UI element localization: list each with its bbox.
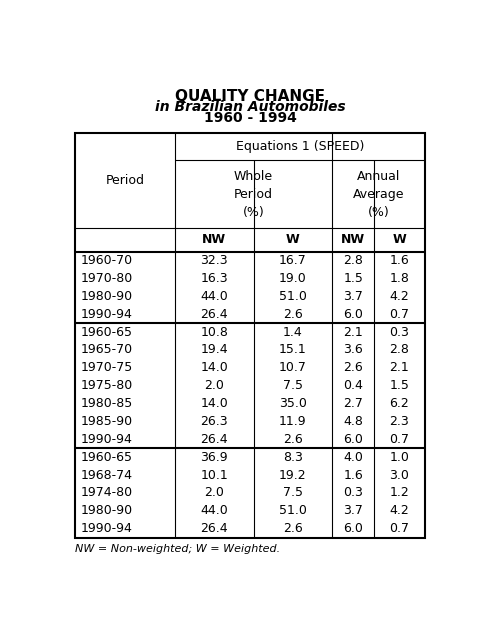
Text: 8.3: 8.3 [283,451,303,464]
Text: Period: Period [106,174,144,187]
Text: 1990-94: 1990-94 [81,522,133,536]
Text: 2.0: 2.0 [204,379,224,392]
Text: 2.8: 2.8 [343,254,363,267]
Text: 1968-74: 1968-74 [81,469,133,481]
Text: NW: NW [202,233,226,247]
Text: NW: NW [341,233,365,247]
Text: 36.9: 36.9 [201,451,228,464]
Text: Equations 1 (SPEED): Equations 1 (SPEED) [236,140,364,153]
Text: 1990-94: 1990-94 [81,433,133,446]
Text: 11.9: 11.9 [279,415,307,428]
Text: 1.2: 1.2 [389,487,409,499]
Text: 4.2: 4.2 [389,504,409,517]
Text: 19.2: 19.2 [279,469,307,481]
Text: 1985-90: 1985-90 [81,415,133,428]
Text: 3.7: 3.7 [343,504,363,517]
Text: 1.0: 1.0 [389,451,409,464]
Text: 2.7: 2.7 [343,397,363,410]
Text: 2.0: 2.0 [204,487,224,499]
Text: 6.0: 6.0 [343,308,363,321]
Text: 1975-80: 1975-80 [81,379,133,392]
Text: 51.0: 51.0 [279,290,307,303]
Text: 1990-94: 1990-94 [81,308,133,321]
Text: 4.0: 4.0 [343,451,363,464]
Text: 26.4: 26.4 [201,433,228,446]
Text: W: W [286,233,300,247]
Text: 3.7: 3.7 [343,290,363,303]
Text: 1974-80: 1974-80 [81,487,133,499]
Text: 26.4: 26.4 [201,308,228,321]
Text: 3.0: 3.0 [389,469,409,481]
Text: 10.8: 10.8 [201,326,228,338]
Text: 14.0: 14.0 [201,361,228,375]
Text: 2.3: 2.3 [389,415,409,428]
Text: W: W [393,233,407,247]
Text: 2.1: 2.1 [389,361,409,375]
Text: 1980-90: 1980-90 [81,504,133,517]
Text: QUALITY CHANGE: QUALITY CHANGE [175,88,325,104]
Text: 2.6: 2.6 [344,361,363,375]
Text: 1.8: 1.8 [389,272,409,285]
Text: 35.0: 35.0 [279,397,307,410]
Text: 7.5: 7.5 [283,379,303,392]
Text: 2.6: 2.6 [283,433,303,446]
Text: in Brazilian Automobiles: in Brazilian Automobiles [155,100,346,114]
Text: 1980-85: 1980-85 [81,397,133,410]
Text: 1970-80: 1970-80 [81,272,133,285]
Text: 4.2: 4.2 [389,290,409,303]
Text: 2.6: 2.6 [283,522,303,536]
Text: 1.4: 1.4 [283,326,303,338]
Text: 1960 - 1994: 1960 - 1994 [203,111,297,125]
Text: 15.1: 15.1 [279,343,307,357]
Text: 10.7: 10.7 [279,361,307,375]
Text: 6.0: 6.0 [343,522,363,536]
Text: 10.1: 10.1 [201,469,228,481]
Text: 1.6: 1.6 [389,254,409,267]
Text: 1965-70: 1965-70 [81,343,133,357]
Text: 0.7: 0.7 [389,433,409,446]
Text: 26.4: 26.4 [201,522,228,536]
Text: 2.8: 2.8 [389,343,409,357]
Text: Whole
Period
(%): Whole Period (%) [234,170,273,219]
Text: NW = Non-weighted; W = Weighted.: NW = Non-weighted; W = Weighted. [75,544,281,553]
Text: 1970-75: 1970-75 [81,361,133,375]
Text: 1.6: 1.6 [344,469,363,481]
Text: 0.7: 0.7 [389,308,409,321]
Text: 1960-65: 1960-65 [81,451,133,464]
Text: 51.0: 51.0 [279,504,307,517]
Text: 44.0: 44.0 [201,504,228,517]
Text: 26.3: 26.3 [201,415,228,428]
Text: 0.7: 0.7 [389,522,409,536]
Text: 7.5: 7.5 [283,487,303,499]
Text: 14.0: 14.0 [201,397,228,410]
Text: 6.0: 6.0 [343,433,363,446]
Text: 19.0: 19.0 [279,272,307,285]
Text: Annual
Average
(%): Annual Average (%) [353,170,404,219]
Text: 0.4: 0.4 [343,379,363,392]
Text: 0.3: 0.3 [389,326,409,338]
Text: 4.8: 4.8 [343,415,363,428]
Text: 1.5: 1.5 [343,272,363,285]
Text: 16.7: 16.7 [279,254,307,267]
Text: 3.6: 3.6 [344,343,363,357]
Text: 1960-65: 1960-65 [81,326,133,338]
Text: 19.4: 19.4 [201,343,228,357]
Bar [75,133,425,537]
Text: 1980-90: 1980-90 [81,290,133,303]
Text: 32.3: 32.3 [201,254,228,267]
Text: 2.1: 2.1 [344,326,363,338]
Text: 44.0: 44.0 [201,290,228,303]
Text: 6.2: 6.2 [389,397,409,410]
Text: 0.3: 0.3 [343,487,363,499]
Text: 1960-70: 1960-70 [81,254,133,267]
Text: 1.5: 1.5 [389,379,409,392]
Text: 2.6: 2.6 [283,308,303,321]
Text: 16.3: 16.3 [201,272,228,285]
